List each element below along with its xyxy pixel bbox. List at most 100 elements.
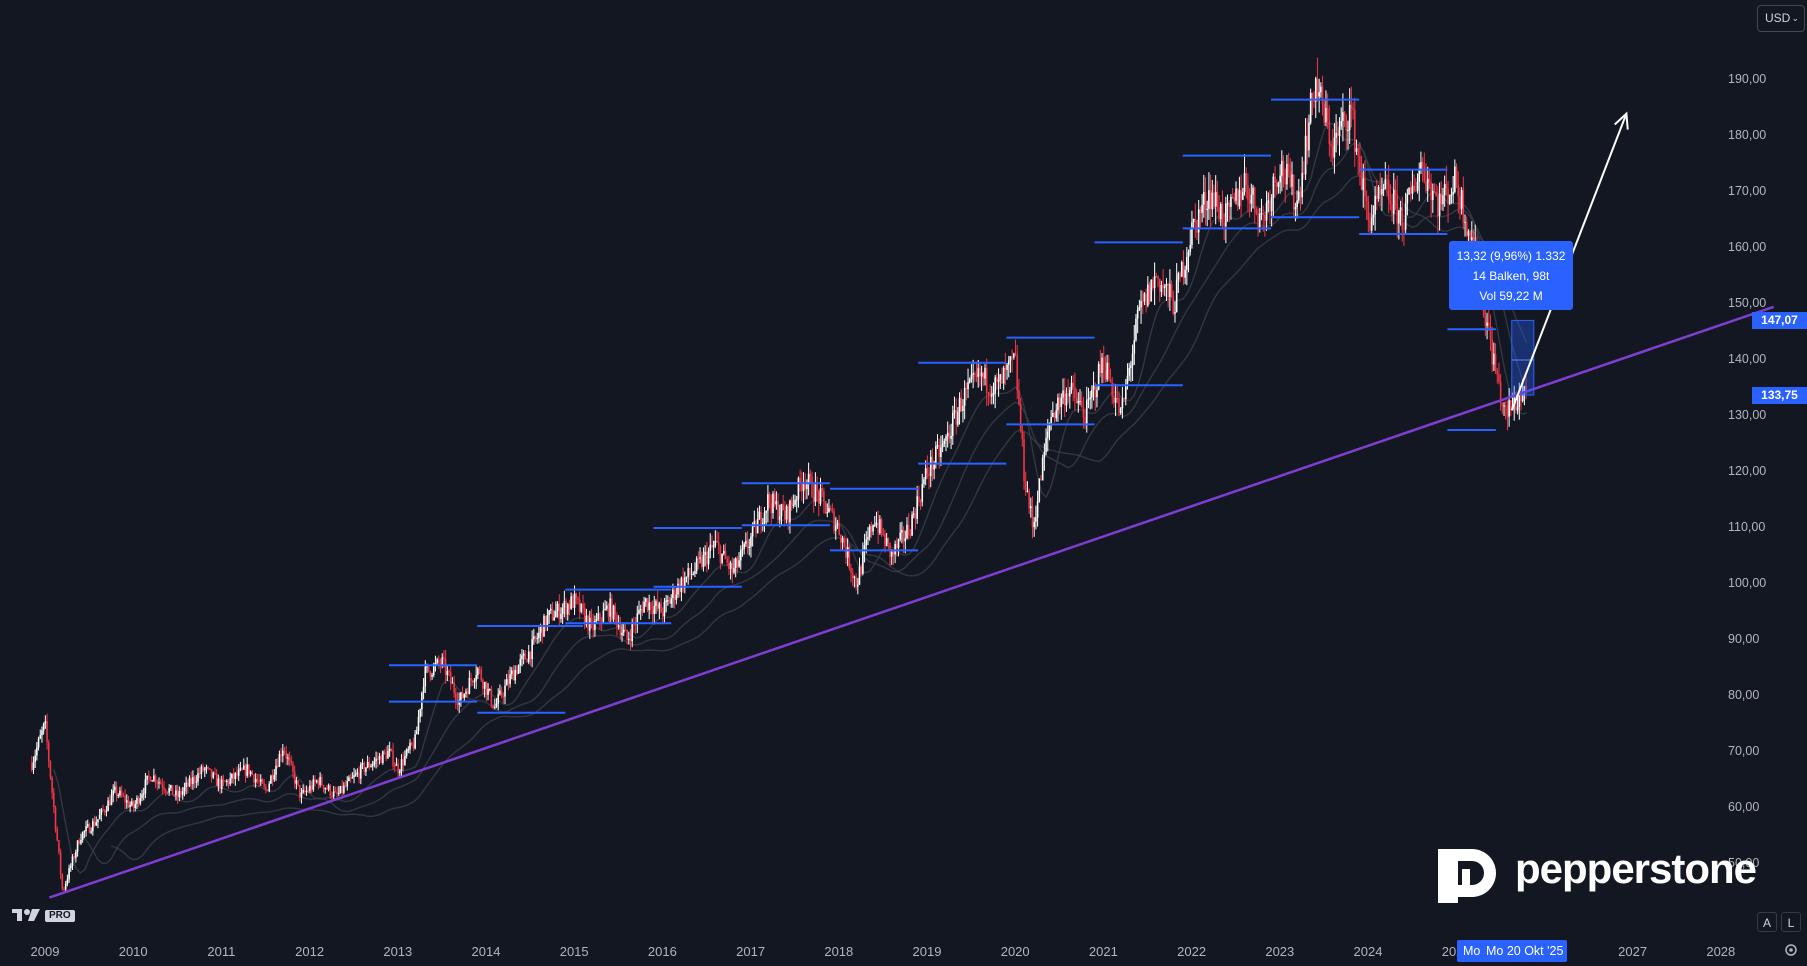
candle-body [617,625,620,627]
candle-body [1499,381,1502,404]
candle-body [758,511,761,520]
y-tick-label: 130,00 [1728,408,1767,422]
candle-body [220,779,223,789]
candle-body [712,545,715,548]
candle-body [273,774,276,780]
candle-body [687,568,689,577]
candle-body [495,703,498,708]
candle-body [248,764,250,775]
candle-body [315,780,318,782]
candle-body [482,680,484,689]
candle-body [61,874,64,889]
candle-body [573,593,576,608]
gear-icon[interactable] [1783,942,1799,958]
candle-body [745,540,747,544]
candle-body [1447,188,1449,204]
candle-body [497,694,500,704]
candle-body [1291,174,1293,187]
candle-body [41,730,43,736]
candle-body [1063,390,1066,406]
candle-body [404,755,406,765]
candle-body [1460,190,1463,209]
candle-body [1286,163,1288,185]
candle-body [329,785,332,796]
candle-body [81,832,84,840]
candle-body [651,610,654,615]
candle-body [56,829,59,841]
candle-body [205,767,208,769]
candle-body [378,756,381,760]
candle-body [634,624,637,626]
candle-body [1179,273,1181,277]
candle-body [1152,280,1154,289]
candle-body [215,773,218,786]
y-tick-label: 190,00 [1728,72,1767,86]
candle-body [1221,203,1224,223]
candle-body [76,840,79,852]
candle-body [297,780,299,785]
candle-body [477,668,479,676]
candle-body [1367,201,1370,221]
candle-body [616,614,618,627]
candle-body [69,865,72,869]
candle-body [1445,183,1448,189]
currency-selector[interactable]: USD ⌄ [1757,5,1805,32]
candle-body [1007,360,1010,365]
candle-body [829,507,832,509]
candle-body [368,761,371,768]
candle-body [1433,190,1436,193]
candle-body [1211,192,1214,210]
arrow-head [1614,111,1629,130]
candle-body [292,763,294,772]
candle-body [1281,160,1283,176]
candle-body [429,671,432,677]
candle-body [455,692,457,701]
candle-body [1079,400,1081,402]
candle-body [743,543,745,549]
x-tick-label: 2021 [1088,944,1118,959]
candle-body [899,532,902,540]
moving-averages [53,122,1528,874]
candle-body [231,773,233,779]
candle-body [1250,194,1253,204]
candle-body [502,696,505,698]
candle-body [1233,197,1236,201]
candle-body [214,772,216,774]
candle-body [1209,190,1212,210]
candle-body [332,791,335,797]
candle-body [996,377,998,382]
candle-body [848,547,851,569]
candle-body [271,775,274,780]
candle-body [538,632,540,639]
candle-body [614,605,617,615]
candle-body [565,601,567,615]
candle-body [256,779,259,781]
candle-body [809,473,812,478]
candle-body [885,538,888,546]
candle-body [261,779,264,784]
candle-body [453,682,455,693]
candle-body [1292,174,1295,210]
candle-body [604,608,606,611]
candle-body [1174,312,1176,314]
candle-body [546,615,549,627]
candle-body [100,809,103,815]
auto-scale-button[interactable]: A [1757,912,1777,932]
candle-body [380,756,382,764]
candle-body [1104,370,1107,380]
candle-body [663,601,666,617]
candle-body [853,576,856,578]
candle-body [1130,365,1132,369]
candle-body [1236,188,1239,207]
candle-body [1089,397,1091,399]
candle-body [1269,200,1271,212]
candle-body [1099,363,1102,373]
x-tick-label: 2015 [559,944,589,959]
log-scale-button[interactable]: L [1781,912,1801,932]
candle-body [1496,371,1499,375]
candle-body [1180,262,1183,277]
candle-body [755,521,757,534]
candle-body [619,625,622,636]
candle-body [980,372,983,377]
